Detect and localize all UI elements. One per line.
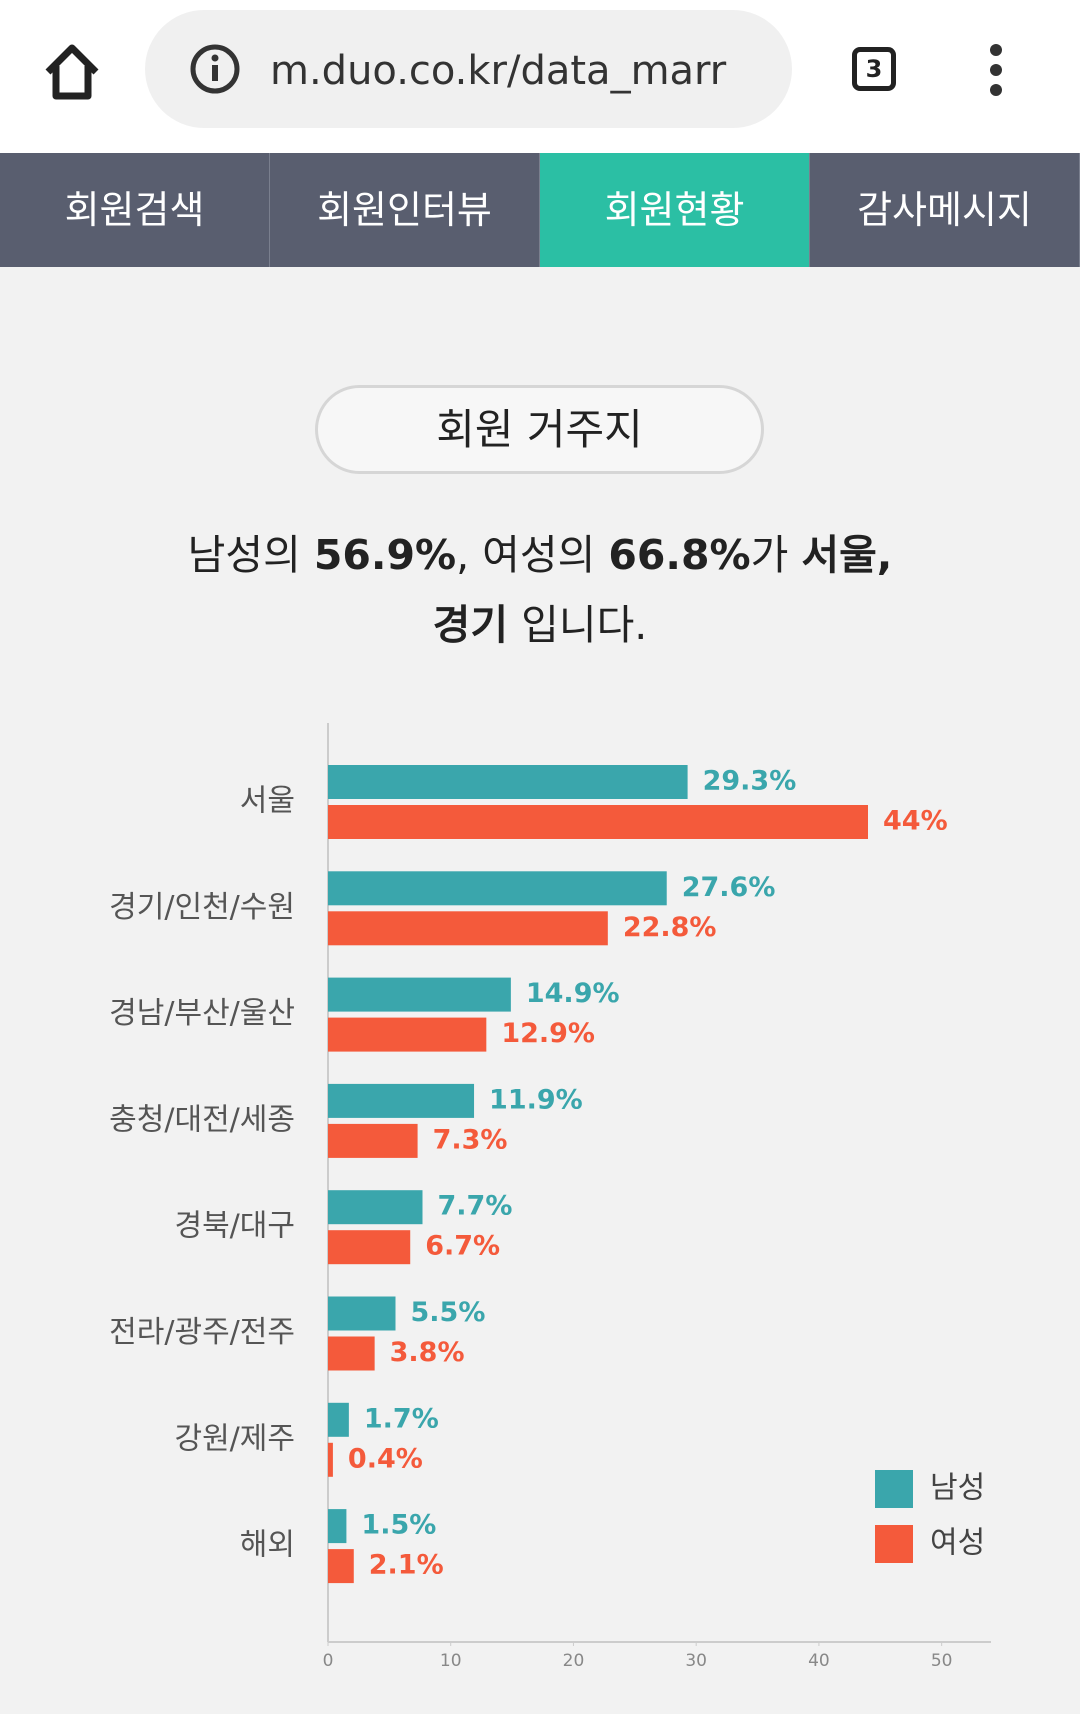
bar (328, 765, 688, 799)
legend-label: 여성 (930, 1526, 985, 1561)
bar (328, 1190, 423, 1225)
browser-icons (45, 44, 1002, 100)
x-tick-label: 50 (931, 1651, 953, 1671)
url-bar[interactable]: m.duo.co.kr/data_marr (145, 10, 792, 128)
headline-line: 경기 입니다. (0, 590, 1080, 660)
bar (328, 911, 608, 946)
bar (328, 805, 868, 839)
bar (328, 1083, 475, 1118)
y-tick-label: 경기/인천/수원 (109, 890, 295, 925)
headline-text: 남성의 (187, 531, 314, 579)
y-tick-label: 전라/광주/전주 (109, 1315, 295, 1350)
menu-dot (990, 84, 1002, 96)
value-label: 5.5% (411, 1297, 486, 1328)
value-label: 7.7% (438, 1191, 513, 1222)
bar (328, 1509, 347, 1544)
headline-text: 가 (750, 531, 802, 579)
headline-text: 66.8% (608, 531, 751, 579)
value-label: 12.9% (501, 1018, 595, 1049)
bar (328, 1017, 487, 1052)
value-label: 0.4% (348, 1443, 423, 1474)
value-label: 2.1% (369, 1550, 444, 1581)
bar (328, 1230, 411, 1265)
browser-bar: m.duo.co.kr/data_marr 3 (0, 0, 1080, 153)
nav-tab[interactable]: 감사메시지 (810, 153, 1080, 267)
y-tick-label: 경남/부산/울산 (109, 996, 295, 1031)
x-tick-label: 40 (808, 1651, 830, 1671)
legend-label: 남성 (930, 1471, 985, 1506)
value-label: 6.7% (425, 1231, 500, 1262)
tab-count[interactable]: 3 (852, 47, 896, 91)
nav-tab[interactable]: 회원현황 (540, 153, 810, 267)
info-icon (190, 44, 240, 94)
y-tick-label: 해외 (240, 1528, 295, 1563)
headline-text: 입니다. (508, 601, 648, 649)
bar (328, 1296, 396, 1331)
headline-text: 경기 (432, 601, 509, 649)
section-title: 회원 거주지 (315, 385, 764, 474)
value-label: 44% (883, 806, 948, 837)
bar (328, 871, 667, 906)
value-label: 1.5% (361, 1510, 436, 1541)
bar (328, 1442, 333, 1477)
headline-text: 서울, (801, 531, 893, 579)
nav-tab[interactable]: 회원인터뷰 (270, 153, 540, 267)
y-tick-label: 경북/대구 (174, 1209, 295, 1244)
bar (328, 1549, 354, 1584)
value-label: 22.8% (623, 912, 717, 943)
x-tick-label: 30 (685, 1651, 707, 1671)
value-label: 7.3% (433, 1124, 508, 1155)
x-tick-label: 10 (440, 1651, 462, 1671)
home-icon[interactable] (45, 44, 99, 100)
value-label: 1.7% (364, 1403, 439, 1434)
headline-text: 56.9% (313, 531, 457, 579)
y-tick-label: 강원/제주 (174, 1421, 295, 1456)
value-label: 3.8% (390, 1337, 465, 1368)
headline-line: 남성의 56.9%, 여성의 66.8%가 서울, (0, 520, 1080, 590)
nav-tab[interactable]: 회원검색 (0, 153, 270, 267)
y-tick-label: 서울 (240, 784, 295, 819)
value-label: 27.6% (682, 872, 776, 903)
legend-swatch (875, 1470, 913, 1508)
headline-text: , 여성의 (456, 531, 609, 579)
bar (328, 1336, 375, 1371)
value-label: 14.9% (526, 978, 620, 1009)
nav-bar: 회원검색 회원인터뷰 회원현황 감사메시지 (0, 153, 1080, 267)
value-label: 11.9% (489, 1084, 583, 1115)
x-tick-label: 0 (323, 1651, 334, 1671)
bar (328, 1123, 418, 1158)
menu-dot[interactable] (990, 44, 1002, 56)
chart: 0 10 20 30 40 50 서울 29.3% 44% 경기/인천/수원 27.6% 22.8% 경… (109, 723, 991, 1671)
menu-dot (990, 64, 1002, 76)
value-label: 29.3% (703, 766, 797, 797)
y-tick-label: 충청/대전/세종 (109, 1102, 295, 1137)
bar (328, 977, 511, 1012)
legend-swatch (875, 1525, 913, 1563)
headline: 남성의 56.9%, 여성의 66.8%가 서울, 경기 입니다. (0, 520, 1080, 660)
url-text: m.duo.co.kr/data_marr (270, 48, 727, 94)
x-tick-label: 20 (563, 1651, 585, 1671)
bar (328, 1402, 349, 1437)
